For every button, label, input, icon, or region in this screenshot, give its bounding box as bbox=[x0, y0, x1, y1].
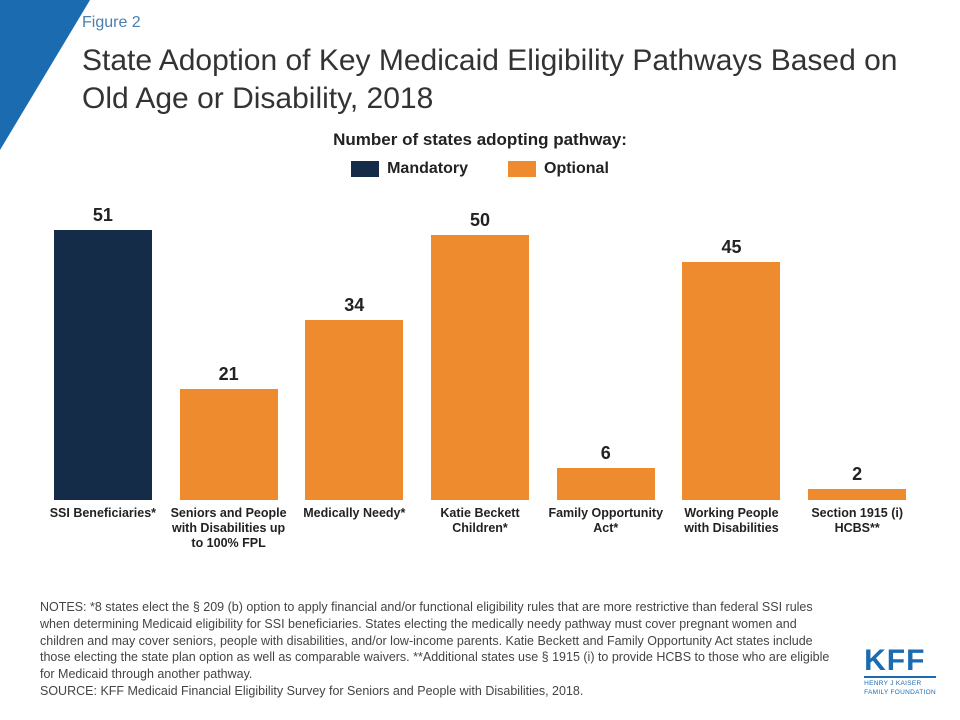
notes-text: *8 states elect the § 209 (b) option to … bbox=[40, 600, 829, 682]
logo-main: KFF bbox=[864, 647, 936, 678]
category-label: Seniors and People with Disabilities up … bbox=[166, 506, 292, 551]
category-labels: SSI Beneficiaries*Seniors and People wit… bbox=[40, 506, 920, 551]
legend-swatch-mandatory bbox=[351, 161, 379, 177]
bar-value-label: 21 bbox=[219, 364, 239, 385]
category-label: Working People with Disabilities bbox=[669, 506, 795, 551]
category-label: Katie Beckett Children* bbox=[417, 506, 543, 551]
bar bbox=[557, 468, 655, 500]
bar-value-label: 50 bbox=[470, 210, 490, 231]
logo-sub2: FAMILY FOUNDATION bbox=[864, 689, 936, 696]
bar bbox=[431, 235, 529, 500]
category-label: Medically Needy* bbox=[291, 506, 417, 551]
source-text: KFF Medicaid Financial Eligibility Surve… bbox=[100, 684, 583, 698]
bars-container: 51 21 34 50 6 45 2 bbox=[40, 200, 920, 500]
legend-label-mandatory: Mandatory bbox=[387, 160, 468, 178]
chart-subtitle: Number of states adopting pathway: bbox=[0, 130, 960, 150]
source-label: SOURCE: bbox=[40, 684, 100, 698]
footnotes: NOTES: *8 states elect the § 209 (b) opt… bbox=[40, 599, 830, 700]
bar-value-label: 2 bbox=[852, 464, 862, 485]
category-label: SSI Beneficiaries* bbox=[40, 506, 166, 551]
bar-value-label: 51 bbox=[93, 205, 113, 226]
logo-sub1: HENRY J KAISER bbox=[864, 680, 936, 687]
legend-item-mandatory: Mandatory bbox=[351, 160, 468, 178]
legend-label-optional: Optional bbox=[544, 160, 609, 178]
slide: Figure 2 State Adoption of Key Medicaid … bbox=[0, 0, 960, 720]
notes-label: NOTES: bbox=[40, 600, 90, 614]
corner-decoration bbox=[0, 0, 90, 150]
figure-label: Figure 2 bbox=[82, 14, 141, 32]
kff-logo: KFF HENRY J KAISER FAMILY FOUNDATION bbox=[864, 647, 936, 696]
bar bbox=[54, 230, 152, 500]
bar-col: 50 bbox=[417, 200, 543, 500]
legend-swatch-optional bbox=[508, 161, 536, 177]
bar-col: 45 bbox=[669, 200, 795, 500]
chart-title: State Adoption of Key Medicaid Eligibili… bbox=[82, 42, 920, 117]
bar-col: 34 bbox=[291, 200, 417, 500]
legend-item-optional: Optional bbox=[508, 160, 609, 178]
bar-value-label: 34 bbox=[344, 295, 364, 316]
bar-col: 51 bbox=[40, 200, 166, 500]
legend: Mandatory Optional bbox=[0, 160, 960, 178]
bar-col: 21 bbox=[166, 200, 292, 500]
chart-area: 51 21 34 50 6 45 2 SSI Beneficiaries*Seniors a… bbox=[40, 200, 920, 580]
bar-value-label: 6 bbox=[601, 443, 611, 464]
category-label: Section 1915 (i) HCBS** bbox=[794, 506, 920, 551]
bar bbox=[305, 320, 403, 500]
bar-col: 2 bbox=[794, 200, 920, 500]
bar-col: 6 bbox=[543, 200, 669, 500]
bar bbox=[682, 262, 780, 500]
category-label: Family Opportunity Act* bbox=[543, 506, 669, 551]
bar bbox=[808, 489, 906, 500]
bar-value-label: 45 bbox=[721, 237, 741, 258]
bar bbox=[180, 389, 278, 500]
